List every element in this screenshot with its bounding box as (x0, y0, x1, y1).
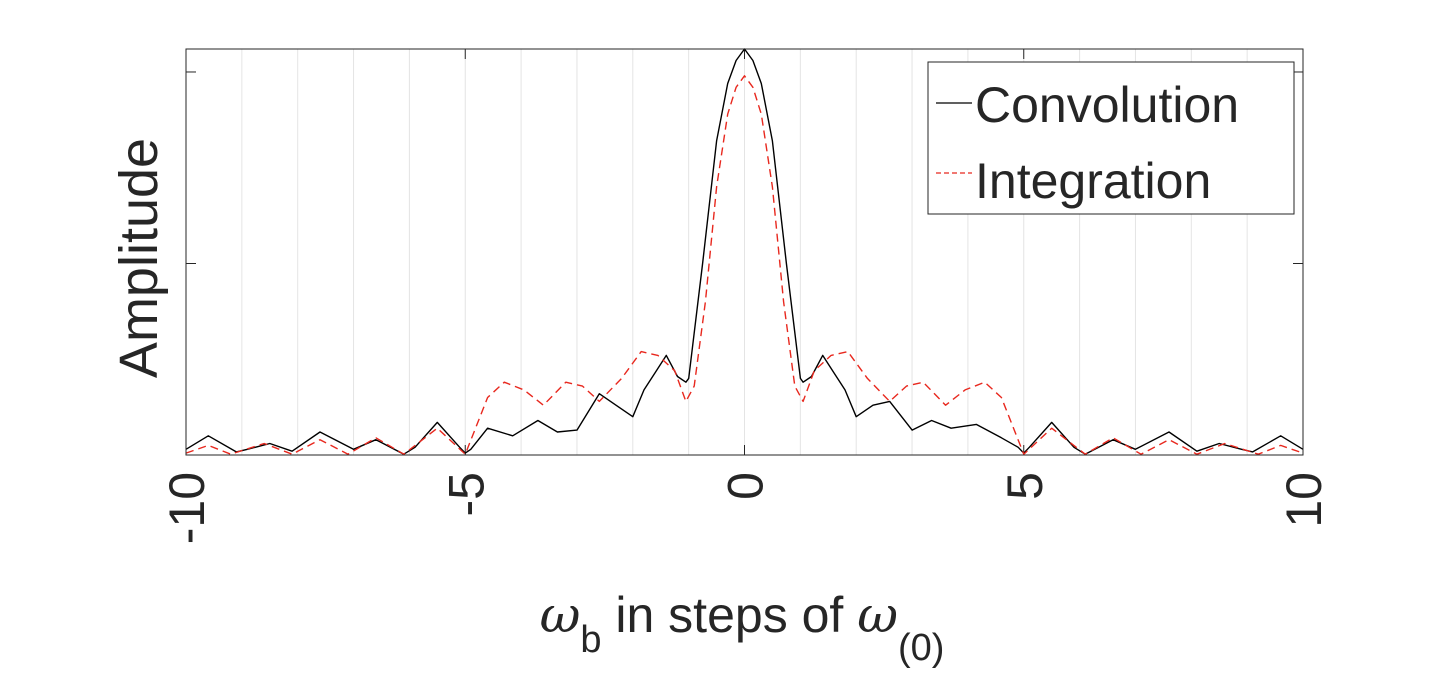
x-tick-label: -5 (438, 472, 494, 516)
vertical-grid (185, 49, 1304, 455)
x-tick-labels: -10 -5 0 5 10 (159, 472, 1332, 544)
legend-label-integration: Integration (975, 153, 1211, 209)
axes-box (185, 48, 1304, 456)
series-line-integration (185, 75, 1304, 455)
y-axis-label: Amplitude (109, 138, 169, 378)
x-axis-label: ωb in steps of ω(0) (540, 586, 945, 669)
legend: Convolution Integration (927, 61, 1295, 215)
x-tick-label: 0 (718, 472, 774, 500)
x-axis-label-sub2: (0) (898, 627, 944, 669)
legend-box (927, 61, 1295, 215)
x-axis-label-sub: b (580, 619, 601, 661)
x-axis-label-middle: in steps of (601, 587, 857, 643)
x-axis-label-omega2: ω (857, 586, 898, 644)
x-tick-label: 5 (997, 472, 1053, 500)
x-tick-label: 10 (1276, 472, 1332, 528)
x-tick-label: -10 (159, 472, 215, 544)
legend-label-convolution: Convolution (975, 77, 1239, 133)
x-axis-label-omega: ω (540, 586, 581, 644)
